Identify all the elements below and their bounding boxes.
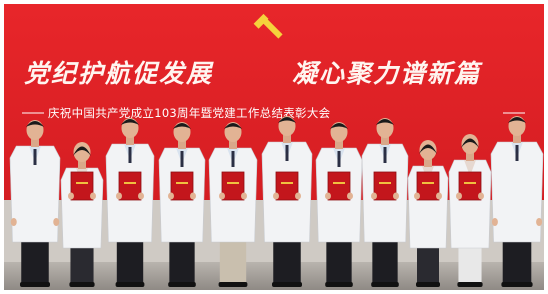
tie xyxy=(516,145,519,161)
hand xyxy=(11,218,17,226)
legs xyxy=(372,235,397,285)
legs xyxy=(273,235,301,285)
hand xyxy=(241,193,247,200)
certificate-emblem xyxy=(379,182,391,184)
hand xyxy=(325,193,331,200)
shoe xyxy=(219,282,248,287)
tie xyxy=(129,147,132,163)
hand xyxy=(190,193,196,200)
shoe xyxy=(416,282,440,287)
hand xyxy=(347,193,353,200)
shoe xyxy=(501,282,532,287)
hand xyxy=(68,193,74,200)
hand xyxy=(492,218,498,226)
tie xyxy=(338,151,341,167)
certificate-emblem xyxy=(124,182,136,184)
shoe xyxy=(168,282,196,287)
certificate-emblem xyxy=(76,182,88,184)
photo: 党纪护航促发展 凝心聚力谱新篇 庆祝中国共产党成立103周年暨党建工作总结表彰大… xyxy=(0,0,548,294)
shoe xyxy=(20,282,50,287)
tie xyxy=(384,147,387,163)
shoe xyxy=(69,282,94,287)
certificate xyxy=(374,172,396,200)
certificate-emblem xyxy=(281,182,293,184)
legs xyxy=(169,235,194,285)
hand xyxy=(138,193,144,200)
legs xyxy=(21,235,49,285)
headline-right: 凝心聚力谱新篇 xyxy=(292,59,483,88)
hand xyxy=(295,193,301,200)
certificate xyxy=(171,172,193,200)
hand xyxy=(53,218,59,226)
hand xyxy=(90,193,96,200)
hand xyxy=(168,193,174,200)
certificate xyxy=(119,172,141,200)
certificate-emblem xyxy=(422,182,434,184)
certificate xyxy=(417,172,439,200)
certificate xyxy=(276,172,298,200)
tie xyxy=(286,145,289,161)
legs xyxy=(220,235,246,285)
hand xyxy=(116,193,122,200)
legs xyxy=(117,235,143,285)
certificate-emblem xyxy=(464,182,476,184)
hand xyxy=(536,218,542,226)
hand xyxy=(478,193,484,200)
tie xyxy=(181,151,184,167)
hand xyxy=(393,193,399,200)
hand xyxy=(273,193,279,200)
shoe xyxy=(371,282,399,287)
page: 党纪护航促发展 凝心聚力谱新篇 庆祝中国共产党成立103周年暨党建工作总结表彰大… xyxy=(0,0,548,294)
legs xyxy=(326,235,351,285)
shoe xyxy=(116,282,145,287)
certificate-emblem xyxy=(176,182,188,184)
shoe xyxy=(272,282,302,287)
tie xyxy=(34,149,37,165)
shoe xyxy=(325,282,353,287)
certificate-emblem xyxy=(333,182,345,184)
hand xyxy=(371,193,377,200)
tie xyxy=(232,151,235,167)
certificate xyxy=(328,172,350,200)
legs xyxy=(503,235,532,285)
hand xyxy=(436,193,442,200)
hand xyxy=(414,193,420,200)
shoe xyxy=(457,282,482,287)
certificate xyxy=(222,172,244,200)
headline-left: 党纪护航促发展 xyxy=(24,59,214,88)
hand xyxy=(219,193,225,200)
certificate xyxy=(459,172,481,200)
certificate xyxy=(71,172,93,200)
hand xyxy=(456,193,462,200)
certificate-emblem xyxy=(227,182,239,184)
